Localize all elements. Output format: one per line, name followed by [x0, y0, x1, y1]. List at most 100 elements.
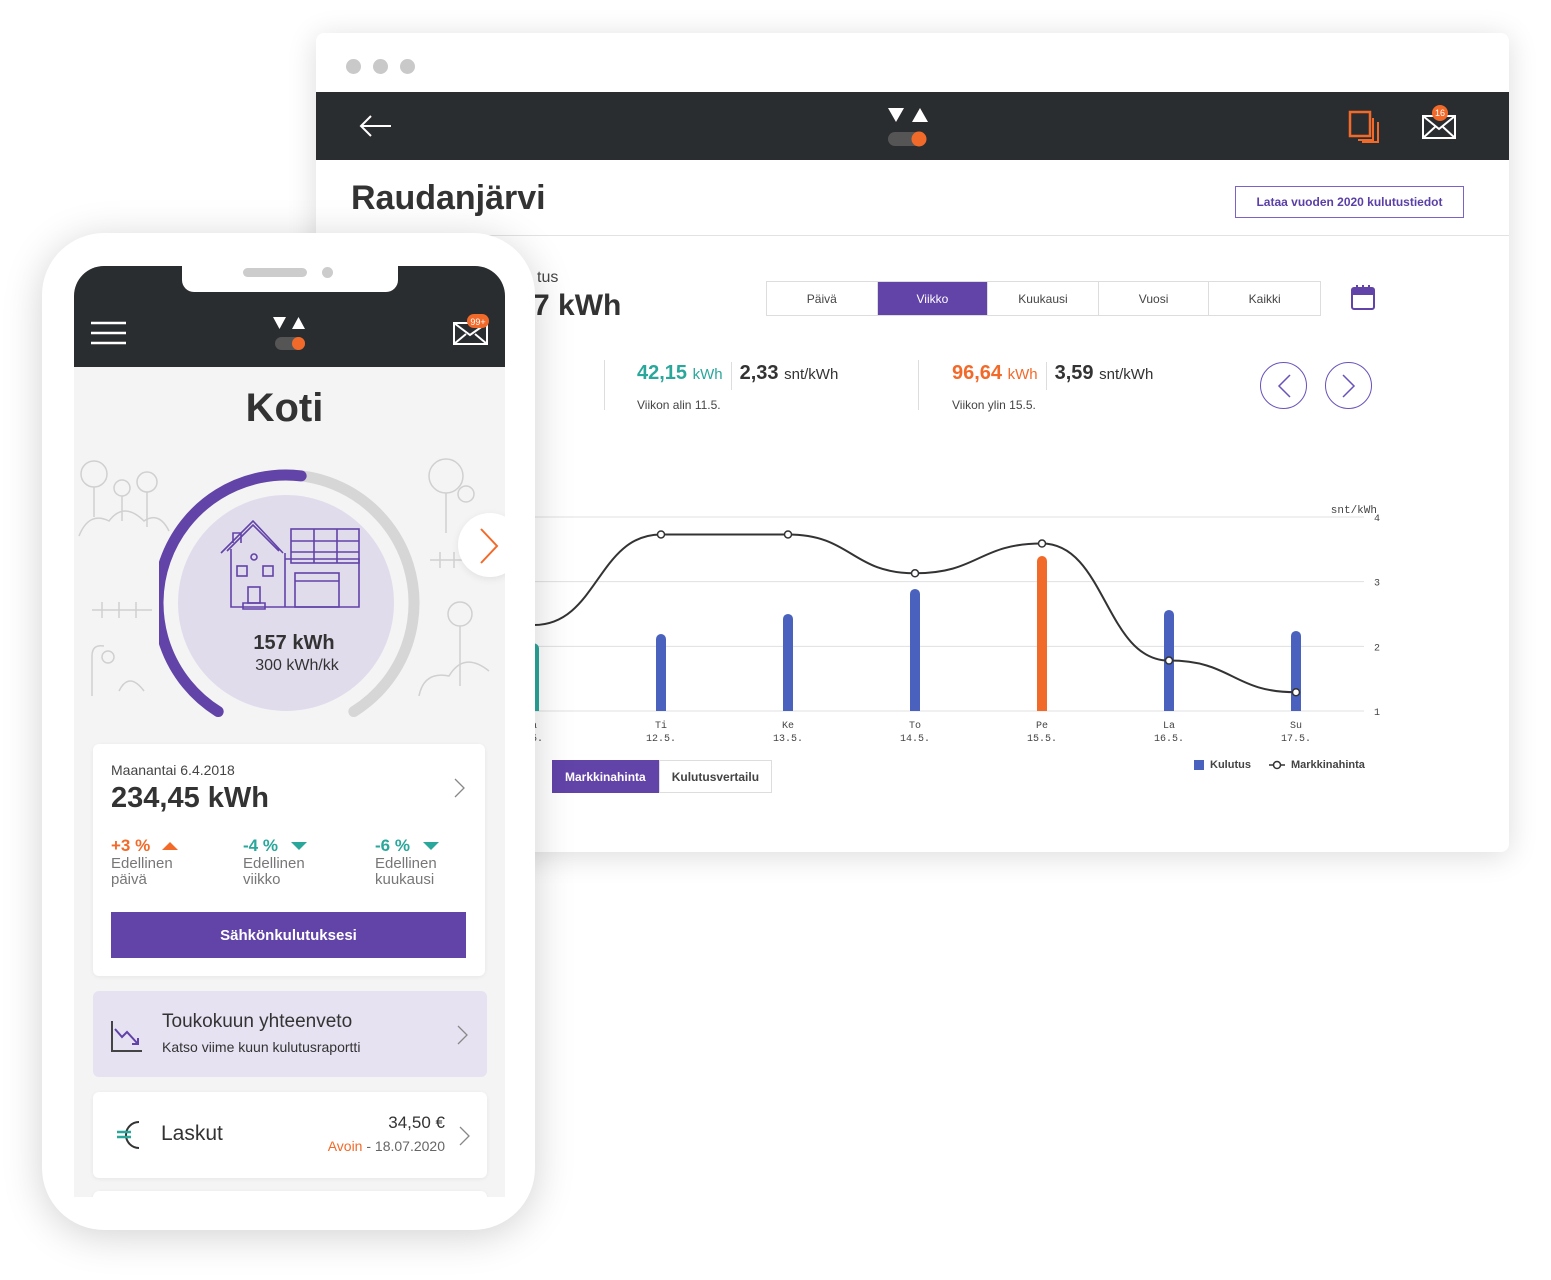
change-label: Edellinen [111, 855, 173, 872]
bill-amount: 34,50 € [388, 1113, 445, 1132]
monthly-summary-card[interactable]: Toukokuun yhteenveto Katso viime kuun ku… [93, 991, 487, 1077]
divider [604, 360, 605, 410]
x-tick-day: La [1163, 721, 1175, 732]
y2-tick-label: 1 [1374, 708, 1380, 719]
x-tick-date: 13.5. [773, 734, 803, 745]
chart-legend: Kulutus Markkinahinta [1194, 759, 1365, 771]
consumption-gauge [159, 469, 420, 718]
tab-day[interactable]: Päivä [767, 282, 878, 315]
bill-status: Avoin - 18.07.2020 [328, 1138, 445, 1154]
phone-mockup: 99+ Koti 157 kWh 300 kWh/kk Maanantai 6.… [42, 233, 535, 1230]
y2-tick-label: 2 [1374, 643, 1380, 654]
calendar-icon[interactable] [1351, 284, 1375, 310]
next-button[interactable] [1325, 362, 1372, 409]
house-part [290, 528, 360, 564]
bill-status-open: Avoin [327, 1138, 363, 1154]
bar-base [1037, 705, 1047, 711]
consumption-price-chart: snt/kWh4321a.5.Ti12.5.Ke13.5.To14.5.Pe15… [521, 505, 1380, 745]
trend-down-chart-icon [111, 1021, 142, 1052]
legend-bar-swatch [1194, 760, 1204, 770]
mail-badge: 99+ [470, 317, 485, 327]
divider [316, 235, 1509, 236]
tab-month[interactable]: Kuukausi [988, 282, 1099, 315]
hamburger-icon[interactable] [91, 321, 127, 345]
logo-icon [888, 108, 928, 147]
bar-Ke [783, 613, 793, 711]
window-dot [373, 59, 388, 74]
week-low-stat: 42,15 kWh 2,33 snt/kWh [637, 362, 838, 390]
triangle-down-icon [291, 842, 308, 850]
chevron-right-icon [459, 1126, 470, 1146]
summary-title: Toukokuun yhteenveto [162, 1011, 353, 1032]
change-label: Edellinen [243, 855, 305, 872]
next-card [93, 1191, 487, 1197]
chevron-left-icon [1277, 373, 1291, 398]
bar-base [656, 705, 666, 711]
app-header: 16 [316, 92, 1509, 160]
logo-icon [273, 317, 305, 350]
legend-market-price: Markkinahinta [1290, 759, 1365, 771]
price-point-Su [1291, 687, 1301, 697]
tab-consumption-comparison[interactable]: Kulutusvertailu [658, 760, 773, 793]
gauge-progress [159, 469, 307, 718]
tab-year[interactable]: Vuosi [1098, 282, 1210, 315]
high-label: Viikon ylin 15.5. [952, 398, 1036, 412]
house-part [294, 572, 340, 608]
download-data-button[interactable]: Lataa vuoden 2020 kulutustiedot [1235, 186, 1464, 218]
phone-speaker [243, 268, 307, 277]
bills-card[interactable]: Laskut 34,50 € Avoin - 18.07.2020 [93, 1092, 487, 1178]
next-button[interactable] [458, 513, 505, 577]
previous-button[interactable] [1260, 362, 1307, 409]
window-dot [400, 59, 415, 74]
price-point-Pe [1037, 539, 1047, 548]
today-card[interactable]: Maanantai 6.4.2018 234,45 kWh +3 % Edell… [93, 744, 485, 976]
house-part [220, 519, 284, 554]
house-icon [220, 519, 360, 610]
summary-value: 7 kWh [533, 289, 622, 322]
mail-icon[interactable]: 16 [1421, 104, 1459, 140]
mail-icon[interactable]: 99+ [452, 314, 490, 346]
tab-market-price[interactable]: Markkinahinta [552, 760, 659, 793]
arrow-left-icon[interactable] [358, 114, 392, 138]
bar-Su [1291, 630, 1301, 711]
today-value: 234,45 kWh [111, 782, 269, 814]
gauge-disc [178, 495, 394, 711]
change-day: +3 % Edellinen päivä [111, 836, 179, 888]
bar-base [783, 705, 793, 711]
divider [918, 360, 919, 410]
bill-due-date: - 18.07.2020 [362, 1138, 445, 1154]
bar-Ti [656, 634, 666, 711]
change-month: -6 % Edellinen kuukausi [375, 836, 440, 888]
chart-mode-tabs: Markkinahinta Kulutusvertailu [552, 760, 773, 793]
app-header: 99+ [74, 266, 505, 367]
consumption-button[interactable]: Sähkönkulutuksesi [111, 912, 466, 958]
x-tick-date: 15.5. [1027, 734, 1057, 745]
bills-title: Laskut [161, 1122, 223, 1145]
documents-icon[interactable] [1348, 110, 1384, 144]
tab-week[interactable]: Viikko [877, 282, 989, 315]
x-tick-day: Pe [1036, 721, 1048, 732]
today-date: Maanantai 6.4.2018 [111, 762, 235, 778]
period-tabs: Päivä Viikko Kuukausi Vuosi Kaikki [766, 281, 1321, 316]
x-tick-day: Ke [782, 721, 794, 732]
chevron-right-icon [457, 1025, 468, 1045]
change-label: viikko [243, 871, 281, 888]
change-week: -4 % Edellinen viikko [243, 836, 308, 888]
bar-base [910, 705, 920, 711]
landscape-illustration [78, 458, 490, 697]
euro-icon [117, 1121, 140, 1149]
x-tick-date: 17.5. [1281, 734, 1311, 745]
tab-all[interactable]: Kaikki [1209, 282, 1320, 315]
low-kwh: 42,15 kWh [637, 362, 723, 384]
week-high-stat: 96,64 kWh 3,59 snt/kWh [952, 362, 1153, 390]
phone-camera [322, 267, 333, 278]
triangle-down-icon [423, 842, 440, 850]
house-part [242, 602, 266, 610]
chevron-right-icon [1341, 373, 1355, 398]
gauge-value: 157 kWh [253, 632, 335, 654]
y2-tick-label: 3 [1374, 579, 1380, 590]
bar-Pe [1037, 556, 1047, 711]
change-label: kuukausi [375, 871, 435, 888]
house-part [250, 553, 258, 561]
price-point-Ti [656, 530, 666, 539]
